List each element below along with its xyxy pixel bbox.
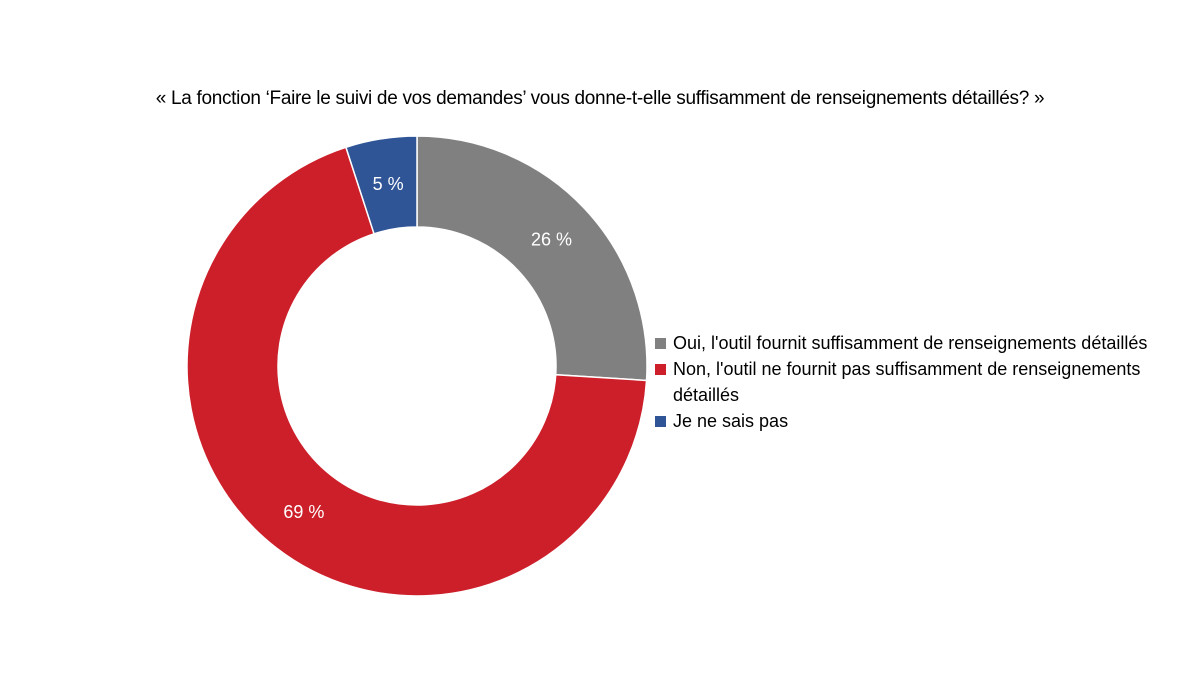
legend-item: Non, l'outil ne fournit pas suffisamment… <box>655 356 1155 408</box>
legend-item: Oui, l'outil fournit suffisamment de ren… <box>655 330 1155 356</box>
legend-swatch <box>655 338 666 349</box>
donut-slice-0 <box>416 135 648 382</box>
legend-swatch <box>655 364 666 375</box>
legend-label: Non, l'outil ne fournit pas suffisamment… <box>673 359 1141 405</box>
data-label-2: 5 % <box>373 174 404 194</box>
legend-label: Oui, l'outil fournit suffisamment de ren… <box>673 333 1148 353</box>
legend-swatch <box>655 416 666 427</box>
chart-title: « La fonction ‘Faire le suivi de vos dem… <box>155 88 1045 109</box>
legend-item: Je ne sais pas <box>655 408 1155 434</box>
legend: Oui, l'outil fournit suffisamment de ren… <box>655 330 1155 434</box>
legend-label: Je ne sais pas <box>673 411 789 431</box>
donut-slice-2 <box>344 135 418 235</box>
data-label-0: 26 % <box>531 230 572 250</box>
donut-slice-1 <box>186 146 648 597</box>
data-label-1: 69 % <box>283 502 324 522</box>
